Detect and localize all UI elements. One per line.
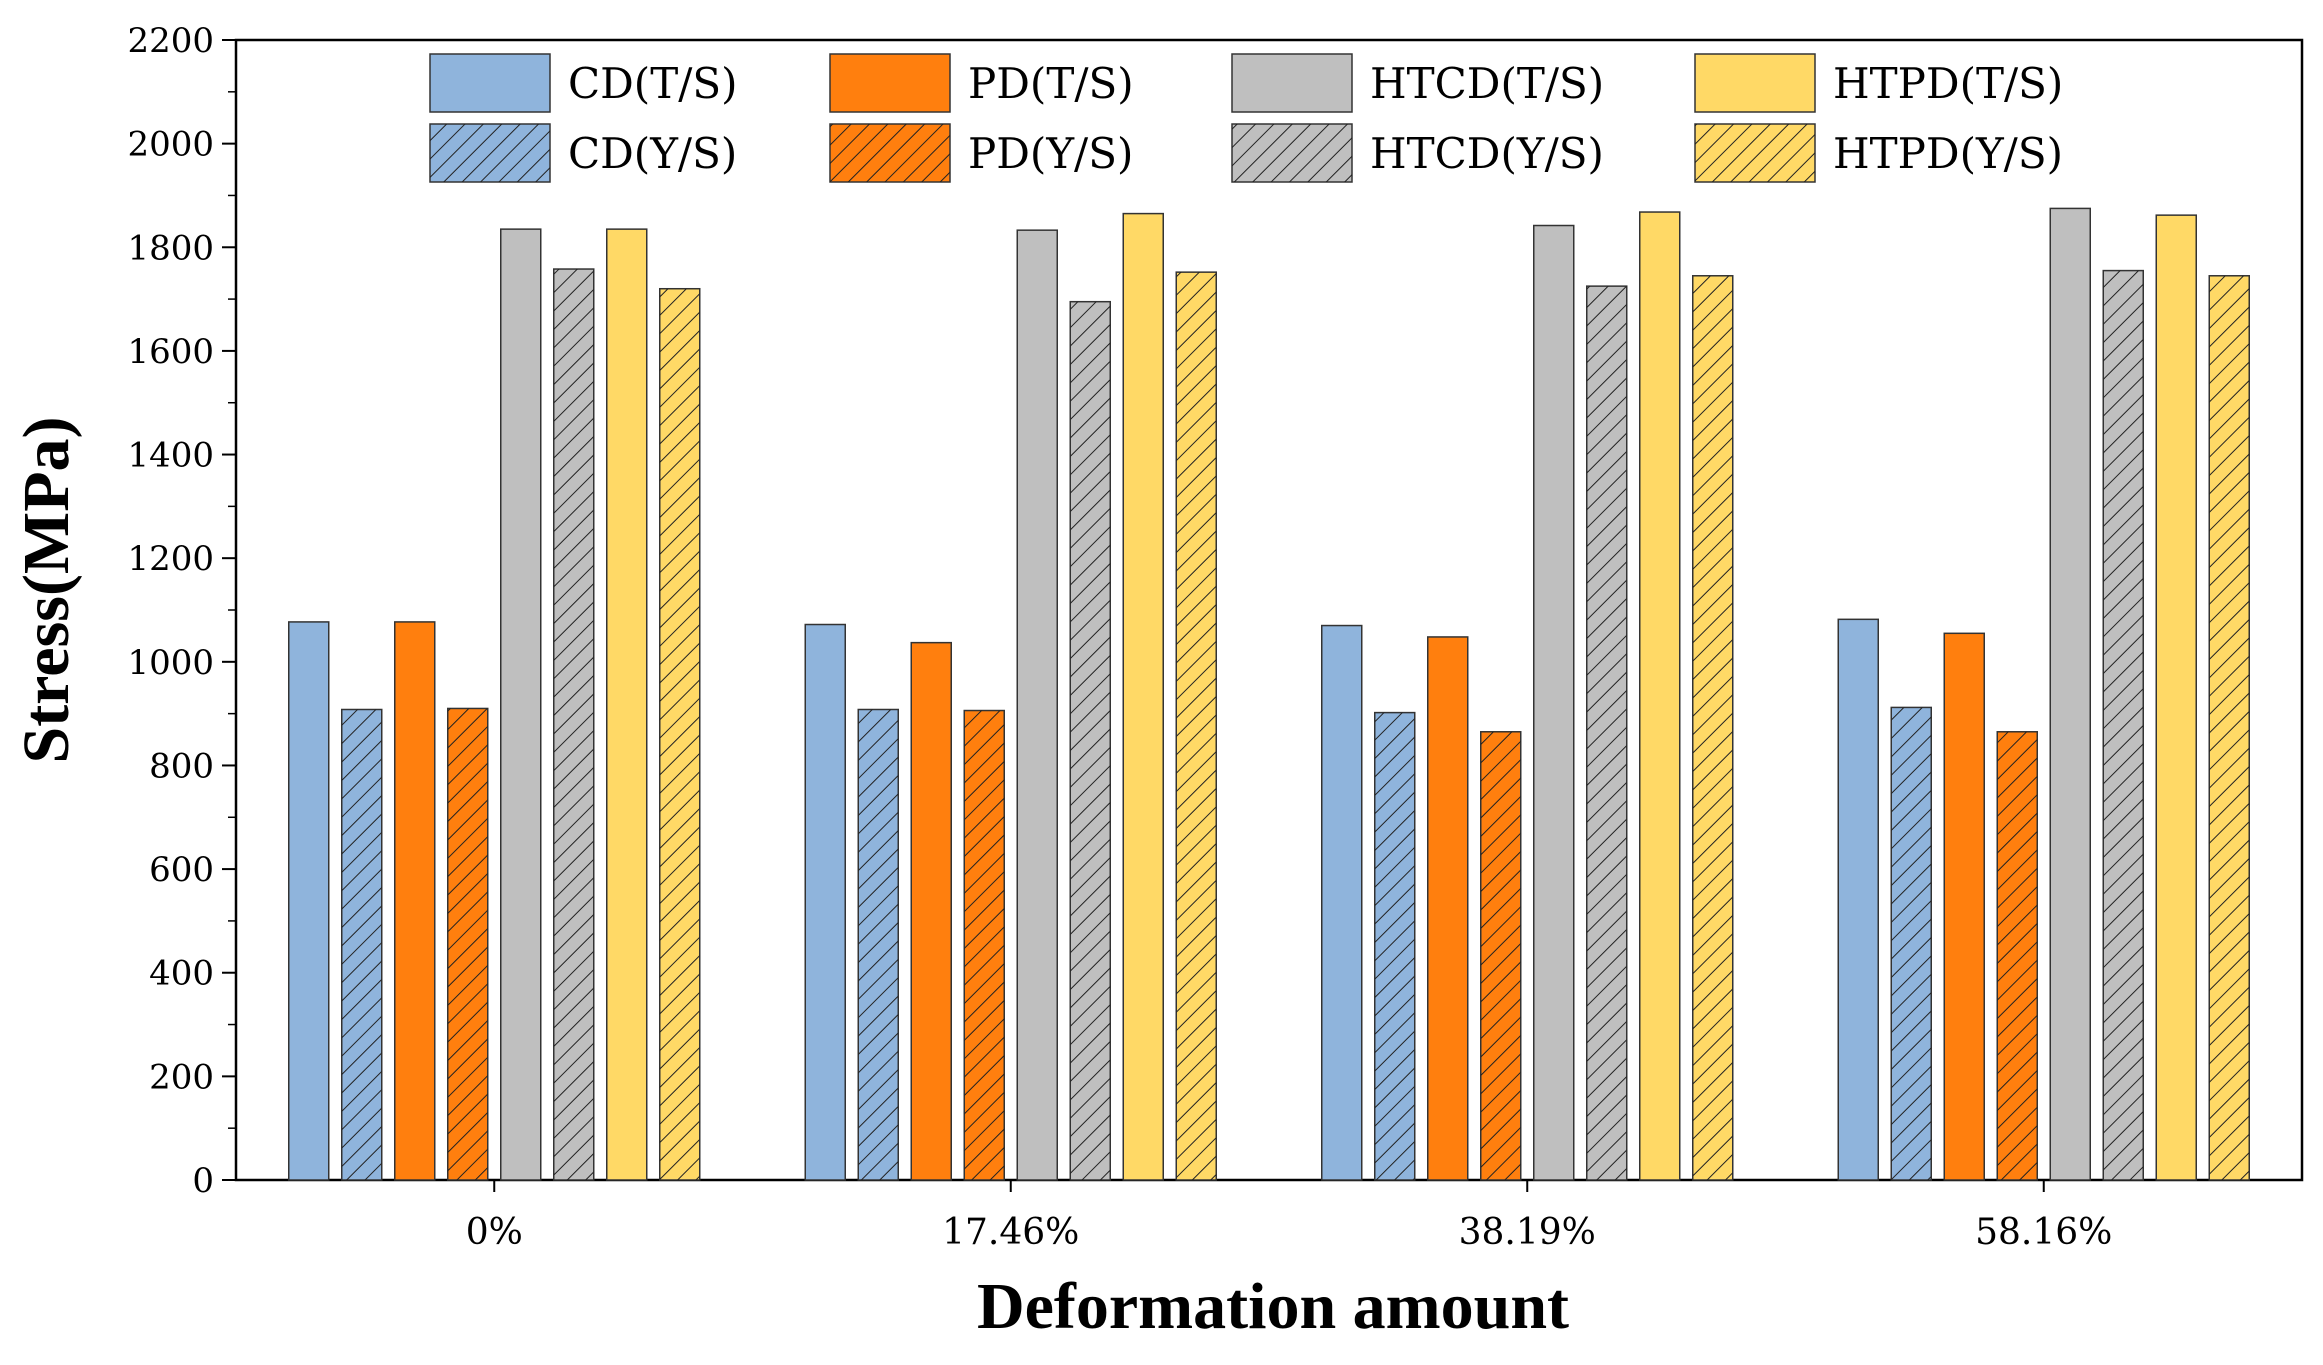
y-tick-label: 1200	[127, 539, 214, 579]
bar-hatch-pd-y-s-4	[1997, 731, 2038, 1180]
y-axis-title: Stress(MPa)	[10, 416, 83, 763]
y-tick-label: 0	[192, 1161, 214, 1201]
bar-hatch-cd-y-s-1	[341, 709, 382, 1180]
legend-swatch-htpd-t-s	[1694, 53, 1816, 113]
legend-swatch-hatch-pd-y-s	[830, 124, 950, 182]
bar-htcd-t-s-3	[1533, 224, 1575, 1181]
bar-htcd-t-s-4	[2049, 207, 2091, 1181]
plot-area	[234, 38, 2304, 1182]
y-tick-label: 1400	[127, 436, 214, 476]
bar-cd-t-s-1	[288, 621, 330, 1181]
bar-htpd-t-s-2	[1122, 212, 1164, 1181]
y-tick-label: 800	[149, 746, 214, 786]
bar-hatch-htcd-y-s-4	[2103, 270, 2144, 1180]
legend-label-htcd-y-s: HTCD(Y/S)	[1370, 129, 1604, 178]
bar-hatch-pd-y-s-2	[964, 710, 1005, 1180]
bar-htcd-t-s-1	[500, 228, 542, 1181]
legend-label-htcd-t-s: HTCD(T/S)	[1370, 59, 1604, 108]
legend-label-htpd-t-s: HTPD(T/S)	[1833, 59, 2063, 108]
bar-hatch-cd-y-s-4	[1891, 707, 1932, 1180]
bar-hatch-htcd-y-s-2	[1070, 301, 1111, 1180]
legend-swatch-hatch-htpd-y-s	[1695, 124, 1815, 182]
y-tick-label: 400	[149, 954, 214, 994]
bars-layer	[288, 207, 2250, 1181]
x-axis-title: Deformation amount	[977, 1270, 1569, 1343]
bar-hatch-pd-y-s-3	[1480, 731, 1521, 1180]
legend-swatch-pd-t-s	[829, 53, 951, 113]
plot-frame	[234, 38, 2304, 1182]
bar-hatch-htpd-y-s-4	[2209, 275, 2250, 1181]
legend-label-cd-t-s: CD(T/S)	[568, 59, 738, 108]
y-tick-label: 1000	[127, 643, 214, 683]
bar-pd-t-s-4	[1943, 632, 1985, 1181]
legend-label-pd-y-s: PD(Y/S)	[968, 129, 1133, 178]
x-tick-label: 58.16%	[1975, 1212, 2112, 1253]
y-tick-label: 600	[149, 850, 214, 890]
bar-htpd-t-s-4	[2155, 214, 2197, 1181]
bar-pd-t-s-3	[1427, 636, 1469, 1181]
bar-pd-t-s-1	[394, 621, 436, 1181]
bar-hatch-cd-y-s-3	[1374, 712, 1415, 1180]
legend-label-htpd-y-s: HTPD(Y/S)	[1833, 129, 2063, 178]
bar-hatch-htpd-y-s-3	[1692, 275, 1733, 1181]
legend-swatch-cd-t-s	[429, 53, 551, 113]
legend-label-cd-y-s: CD(Y/S)	[568, 129, 737, 178]
bar-hatch-htcd-y-s-3	[1586, 286, 1627, 1180]
bar-htcd-t-s-2	[1016, 229, 1058, 1181]
bar-htpd-t-s-3	[1639, 211, 1681, 1181]
legend: CD(T/S) CD(Y/S) PD(T/S) PD(Y/S) HTCD(T/S) HTC…	[429, 53, 2063, 183]
y-tick-label: 1600	[127, 332, 214, 372]
bar-hatch-pd-y-s-1	[447, 708, 488, 1180]
legend-swatch-hatch-htcd-y-s	[1232, 124, 1352, 182]
legend-swatch-htcd-t-s	[1231, 53, 1353, 113]
bar-hatch-htcd-y-s-1	[553, 269, 594, 1180]
legend-swatch-hatch-cd-y-s	[430, 124, 550, 182]
axes-layer: 0% 17.46% 38.19% 58.16% 0 200 400 600 800 1000 120…	[127, 21, 2112, 1253]
bar-hatch-cd-y-s-2	[858, 709, 899, 1180]
y-tick-label: 2200	[127, 21, 214, 61]
x-tick-label: 0%	[466, 1212, 523, 1253]
legend-label-pd-t-s: PD(T/S)	[968, 59, 1134, 108]
bar-cd-t-s-3	[1321, 624, 1363, 1181]
x-tick-label: 17.46%	[942, 1212, 1079, 1253]
bar-htpd-t-s-1	[606, 228, 648, 1181]
bar-hatch-htpd-y-s-2	[1176, 272, 1217, 1180]
bar-pd-t-s-2	[910, 641, 952, 1181]
bar-cd-t-s-4	[1837, 618, 1879, 1181]
x-tick-label: 38.19%	[1459, 1212, 1596, 1253]
bar-cd-t-s-2	[804, 623, 846, 1181]
y-tick-label: 200	[149, 1057, 214, 1097]
bar-hatch-htpd-y-s-1	[659, 288, 700, 1180]
y-tick-label: 2000	[127, 125, 214, 165]
y-tick-label: 1800	[127, 228, 214, 268]
